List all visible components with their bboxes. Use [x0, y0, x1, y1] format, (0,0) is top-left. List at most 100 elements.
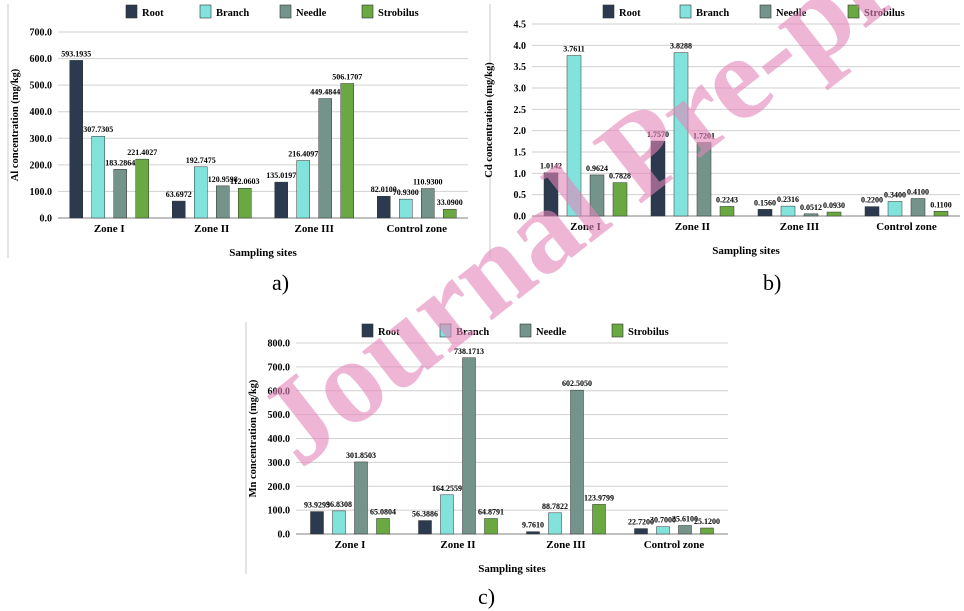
data-label: 301.8503 — [346, 451, 376, 460]
data-label: 123.9799 — [584, 493, 614, 502]
legend-swatch-strobilus — [611, 323, 624, 338]
bar-root — [377, 195, 391, 219]
chart-b: 0.0 0.5 1.0 1.5 2.0 2.5 3.0 3.5 4.0 4.5 Cd concent… — [484, 4, 960, 258]
y-tick-label: 0.0 — [514, 212, 527, 223]
legend-swatch-branch — [199, 4, 212, 19]
data-label: 0.2200 — [861, 196, 883, 205]
y-tick-label: 500.0 — [268, 410, 291, 421]
legend-swatch-branch — [439, 323, 452, 338]
y-tick-label: 0.0 — [40, 214, 53, 225]
data-label: 9.7610 — [522, 521, 544, 530]
y-tick-label: 600.0 — [30, 54, 53, 65]
bar-needle — [910, 198, 926, 217]
data-label: 0.1100 — [930, 200, 952, 209]
bar-root — [310, 511, 324, 535]
bar-needle — [696, 142, 712, 217]
data-label: 602.5050 — [562, 379, 592, 388]
y-tick-label: 100.0 — [30, 187, 53, 198]
bar-needle — [216, 185, 230, 219]
legend-label-strobilus: Strobilus — [864, 8, 905, 19]
bar-branch — [548, 512, 562, 535]
data-label: 307.7305 — [83, 125, 113, 134]
y-tick-label: 200.0 — [30, 160, 53, 171]
category-label: Zone III — [780, 221, 819, 233]
data-label: 0.2243 — [716, 195, 738, 204]
bar-strobilus — [700, 527, 714, 535]
legend-swatch-needle — [279, 4, 292, 19]
bar-root — [757, 209, 773, 217]
category-label: Zone I — [94, 223, 125, 235]
data-label: 593.1935 — [61, 49, 91, 58]
legend-label-root: Root — [619, 8, 641, 19]
panel-label-a: a) — [272, 270, 290, 295]
bar-strobilus — [135, 158, 149, 219]
bar-needle — [589, 174, 605, 217]
y-tick-label: 3.5 — [514, 62, 527, 73]
bar-needle — [803, 213, 819, 217]
legend-label-needle: Needle — [776, 8, 807, 19]
data-label: 35.6100 — [672, 514, 698, 523]
y-tick-label: 700.0 — [30, 28, 53, 39]
y-axis-title: Cd concentration (mg/kg) — [484, 62, 495, 178]
y-tick-label: 2.5 — [514, 105, 527, 116]
bar-root — [650, 140, 666, 217]
y-tick-label: 700.0 — [268, 362, 291, 373]
category-label: Control zone — [876, 221, 937, 233]
x-axis-title: Sampling sites — [478, 563, 546, 575]
bar-branch — [656, 526, 670, 535]
data-label: 0.2316 — [777, 195, 799, 204]
y-tick-label: 3.0 — [514, 84, 527, 95]
data-label: 110.9300 — [413, 178, 443, 187]
bar-branch — [566, 55, 582, 217]
bar-strobilus — [826, 211, 842, 217]
bar-strobilus — [340, 83, 354, 219]
data-label: 1.7201 — [693, 132, 715, 141]
data-label: 0.7828 — [609, 172, 631, 181]
data-label: 96.8308 — [326, 500, 352, 509]
data-label: 82.0100 — [371, 185, 397, 194]
legend-swatch-branch — [679, 4, 692, 19]
legend-swatch-root — [125, 4, 138, 19]
legend-label-root: Root — [142, 8, 164, 19]
legend-label-needle: Needle — [536, 327, 567, 338]
data-label: 506.1707 — [332, 73, 362, 82]
data-label: 449.4844 — [310, 88, 340, 97]
y-tick-label: 1.0 — [514, 169, 527, 180]
bar-root — [274, 181, 288, 219]
bar-strobilus — [719, 206, 735, 217]
data-label: 3.8288 — [670, 42, 692, 51]
data-label: 0.4100 — [907, 188, 929, 197]
data-label: 192.7475 — [186, 156, 216, 165]
data-label: 216.4097 — [288, 149, 318, 158]
legend-swatch-strobilus — [847, 4, 860, 19]
y-axis-title: Mn concentration (mg/kg) — [248, 379, 259, 497]
bar-needle — [678, 525, 692, 535]
x-axis-title: Sampling sites — [712, 245, 780, 257]
y-tick-label: 0.5 — [514, 190, 527, 201]
y-tick-label: 600.0 — [268, 386, 291, 397]
chart-c: 0.0 100.0 200.0 300.0 400.0 500.0 600.0 700.0 80… — [245, 322, 728, 575]
data-label: 25.1200 — [694, 517, 720, 526]
y-tick-label: 0.0 — [278, 530, 291, 541]
panel-label-b: b) — [763, 270, 782, 295]
category-label: Zone II — [675, 221, 710, 233]
legend-swatch-root — [361, 323, 374, 338]
category-label: Zone III — [546, 539, 585, 551]
y-tick-label: 2.0 — [514, 126, 527, 137]
bar-branch — [440, 494, 454, 535]
data-label: 56.3886 — [412, 510, 438, 519]
category-label: Control zone — [644, 539, 705, 551]
bar-root — [634, 528, 648, 535]
bar-needle — [462, 357, 476, 535]
data-label: 164.2559 — [432, 484, 462, 493]
bar-strobilus — [443, 208, 457, 219]
data-label: 120.9598 — [208, 175, 238, 184]
bar-branch — [194, 166, 208, 219]
y-tick-label: 400.0 — [268, 434, 291, 445]
y-tick-label: 200.0 — [268, 482, 291, 493]
data-label: 112.0603 — [230, 177, 260, 186]
bar-needle — [318, 98, 332, 219]
bar-root — [418, 520, 432, 535]
bar-branch — [91, 135, 105, 219]
category-label: Zone II — [194, 223, 229, 235]
